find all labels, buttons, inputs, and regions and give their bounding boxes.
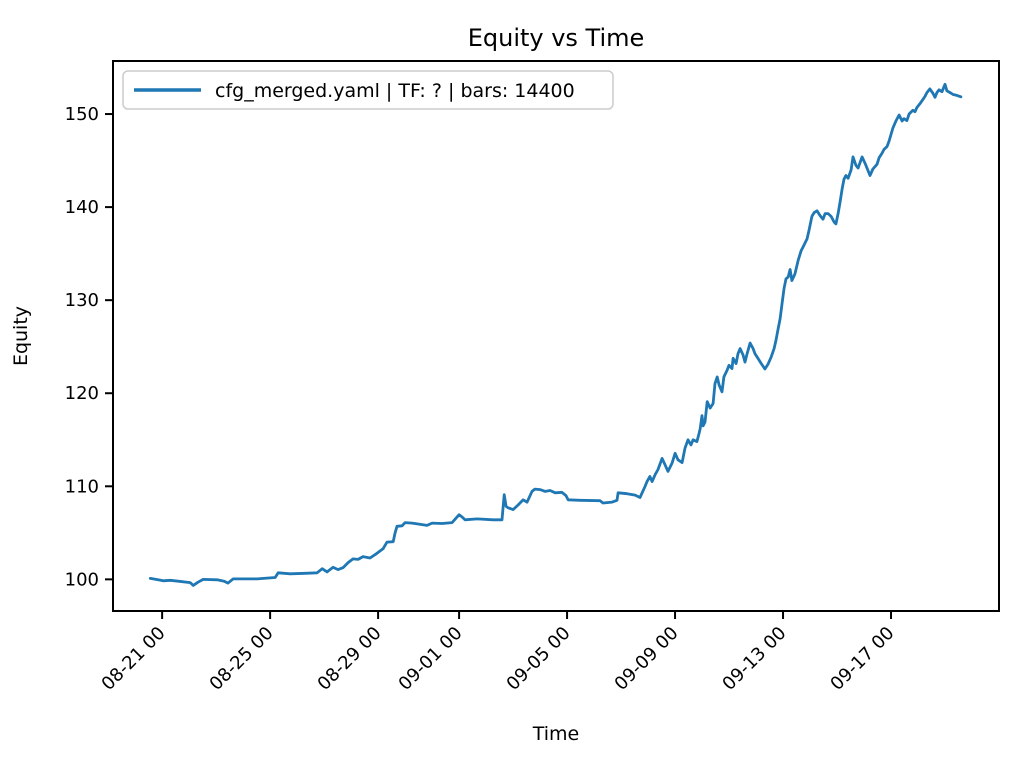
x-axis-label: Time [532,723,580,745]
y-tick-label: 140 [65,197,99,218]
legend-box [122,70,614,110]
x-tick-label: 09-09 00 [611,623,683,695]
equity-line-series [148,82,963,587]
x-tick-label: 09-05 00 [503,623,575,695]
y-tick-label: 100 [65,569,99,590]
x-tick-label: 09-13 00 [718,623,790,695]
x-tick-label: 09-01 00 [395,623,467,695]
y-tick-label: 120 [65,383,99,404]
x-tick-label: 08-25 00 [206,623,278,695]
equity-line [148,82,963,587]
y-tick-label: 130 [65,290,99,311]
axes-frame [112,60,1000,612]
x-tick-label: 08-21 00 [98,623,170,695]
x-tick-label: 08-29 00 [314,623,386,695]
y-tick-label: 110 [65,476,99,497]
legend-entry-label: cfg_merged.yaml | TF: ? | bars: 14400 [215,80,575,102]
chart-title: Equity vs Time [468,24,645,52]
legend: cfg_merged.yaml | TF: ? | bars: 14400 [122,70,614,110]
y-axis-label: Equity [10,306,32,366]
plot-area [113,61,999,611]
y-tick-label: 150 [65,104,99,125]
x-tick-label: 09-17 00 [826,623,898,695]
